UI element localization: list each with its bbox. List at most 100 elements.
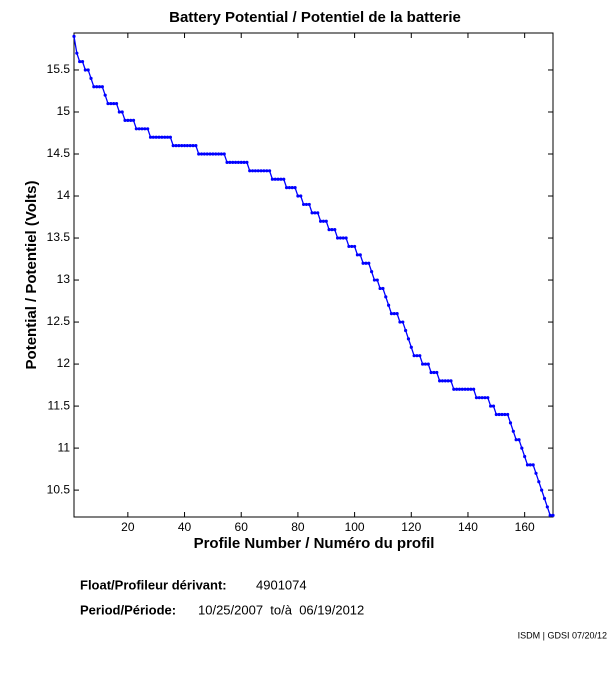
data-point [199,152,204,156]
data-point [551,513,555,517]
data-point [202,152,206,156]
data-point [131,118,136,122]
x-tick-label: 140 [458,520,478,534]
data-point [542,496,547,501]
data-point [296,194,300,198]
data-point [236,160,240,165]
data-point [180,143,184,148]
data-point [446,379,450,383]
data-point [378,286,382,291]
data-point [316,211,320,215]
data-point [500,412,504,417]
data-point [154,135,158,139]
data-point [313,211,317,215]
data-point [435,370,439,375]
data-point [208,152,212,156]
data-point [123,118,127,122]
data-point [151,135,155,139]
data-point [355,253,360,257]
data-point [293,186,297,190]
data-point [290,186,294,190]
data-point [534,471,538,475]
data-point [324,219,328,223]
data-point [469,387,473,391]
data-point [463,387,467,391]
data-point [310,211,314,215]
data-point [520,446,524,450]
data-point [503,412,507,417]
data-point [83,68,87,72]
data-point [284,186,289,190]
data-point [171,143,175,148]
data-point [514,438,518,442]
data-point [372,278,377,282]
y-tick-label: 10.5 [47,482,71,496]
data-point [457,387,462,391]
data-point [160,135,164,139]
data-point [540,488,544,492]
data-point [267,169,272,173]
data-point [228,160,232,165]
data-point [301,202,306,207]
data-point [78,59,82,64]
data-point [262,169,266,173]
data-point [214,152,218,156]
data-point [273,177,277,181]
data-point [165,135,170,139]
data-point [333,228,337,232]
period-text: 10/25/2007 to/à 06/19/2012 [198,602,364,617]
data-point [449,379,453,383]
data-point [415,354,419,358]
data-point [335,236,340,240]
data-point [265,169,269,173]
data-point [114,101,119,106]
data-point [401,320,405,324]
y-tick-label: 13 [57,272,71,286]
data-point [426,362,430,366]
data-point [282,177,286,181]
data-point [443,379,447,383]
y-tick-label: 14 [57,188,71,202]
data-point [92,85,96,89]
data-point [137,127,141,131]
data-point [384,295,388,299]
x-tick-label: 60 [235,520,249,534]
data-point [387,303,391,307]
data-point [205,152,209,156]
data-point [134,127,138,131]
data-point [418,354,422,358]
data-point [253,169,257,173]
data-point [163,135,167,139]
data-point [304,202,309,207]
data-point [100,85,104,89]
data-point [486,396,490,400]
data-point [225,160,229,165]
data-point [440,379,445,383]
y-tick-label: 11.5 [48,398,71,412]
data-point [523,454,527,459]
data-point [364,261,368,265]
data-point [299,194,303,198]
data-point [330,228,334,232]
data-point [95,85,99,89]
data-point [483,396,487,400]
data-point [421,362,425,366]
credit: ISDM | GDSI 07/20/12 [518,630,607,640]
data-point [497,412,501,417]
data-point [276,177,280,181]
data-point [423,362,428,366]
data-point [344,236,348,240]
data-point [409,345,413,349]
data-point [182,143,187,148]
data-point [472,387,476,391]
data-point [474,396,479,400]
data-point [548,513,552,517]
data-point [395,312,399,316]
data-point [370,270,374,274]
data-point [194,143,198,148]
data-point [537,480,541,484]
data-point [489,404,493,408]
data-point [222,152,226,156]
